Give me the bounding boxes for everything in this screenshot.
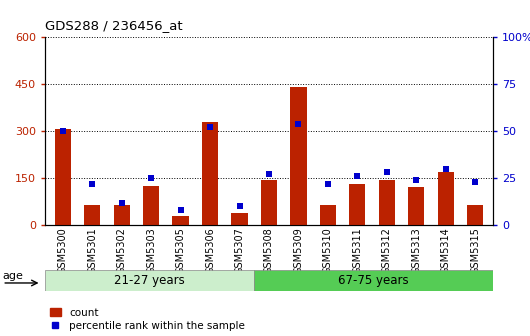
Point (324, 181, 332, 186)
Text: GSM5310: GSM5310 (323, 227, 333, 274)
Bar (113, 205, 130, 225)
Text: 67-75 years: 67-75 years (338, 274, 409, 287)
Point (412, 177, 420, 183)
Bar (232, 213, 248, 225)
Bar (55, 129, 71, 225)
Text: GSM5312: GSM5312 (382, 227, 392, 274)
Point (294, 121, 303, 126)
Point (176, 207, 185, 213)
Text: GSM5309: GSM5309 (294, 227, 304, 274)
Text: GSM5303: GSM5303 (146, 227, 156, 274)
Bar (202, 122, 218, 225)
Text: GDS288 / 236456_at: GDS288 / 236456_at (45, 19, 183, 32)
Point (206, 125, 214, 130)
Bar (261, 180, 277, 225)
Text: age: age (2, 271, 23, 281)
Point (58, 128, 67, 134)
Text: GSM5300: GSM5300 (58, 227, 68, 274)
Point (235, 204, 244, 209)
Text: GSM5314: GSM5314 (441, 227, 450, 274)
Legend: count, percentile rank within the sample: count, percentile rank within the sample (50, 308, 245, 331)
Point (441, 166, 450, 171)
Bar (320, 205, 336, 225)
Bar (84, 205, 100, 225)
Bar (467, 205, 483, 225)
Bar (172, 216, 189, 225)
Text: GSM5301: GSM5301 (87, 227, 97, 274)
Point (383, 170, 391, 175)
Text: GSM5315: GSM5315 (470, 227, 480, 274)
Bar (254, 270, 493, 291)
Point (471, 179, 480, 184)
Bar (438, 172, 454, 225)
Text: GSM5313: GSM5313 (411, 227, 421, 274)
Bar (290, 87, 306, 225)
Text: 21-27 years: 21-27 years (114, 274, 185, 287)
Point (88, 181, 96, 186)
Text: GSM5306: GSM5306 (205, 227, 215, 274)
Text: GSM5307: GSM5307 (234, 227, 244, 274)
Text: GSM5308: GSM5308 (264, 227, 274, 274)
Bar (379, 180, 395, 225)
Bar (408, 187, 425, 225)
Bar (45, 270, 254, 291)
Text: GSM5311: GSM5311 (352, 227, 363, 274)
Bar (349, 184, 366, 225)
Point (118, 200, 126, 205)
Point (353, 173, 361, 179)
Bar (143, 186, 159, 225)
Text: GSM5305: GSM5305 (175, 227, 186, 274)
Point (265, 172, 273, 177)
Text: GSM5302: GSM5302 (117, 227, 127, 274)
Point (147, 175, 155, 181)
